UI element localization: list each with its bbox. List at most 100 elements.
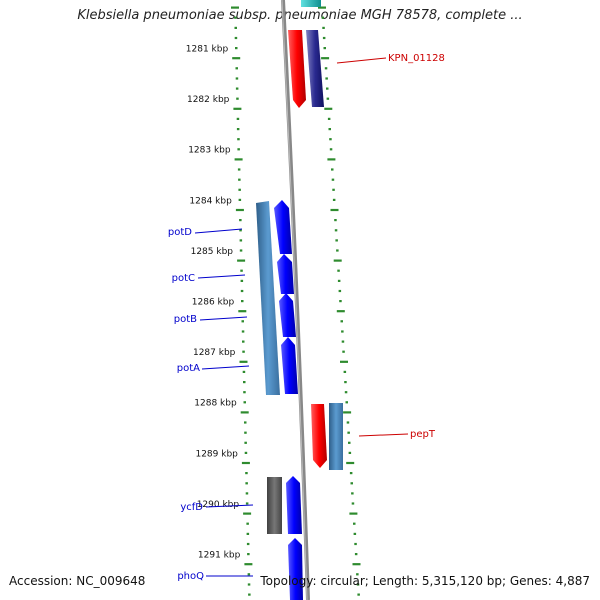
major-tick: [232, 57, 241, 60]
label-potC: potC: [172, 273, 195, 284]
accession-text: Accession: NC_009648: [9, 574, 146, 588]
minor-tick-dot: [345, 401, 348, 404]
major-tick: [349, 512, 358, 515]
minor-tick-dot: [346, 421, 350, 424]
minor-tick-dot: [246, 542, 250, 546]
major-tick: [243, 512, 252, 515]
major-tick: [340, 360, 348, 363]
leader-potD: [194, 228, 243, 234]
minor-tick-dot: [246, 532, 250, 535]
tick-label: 1288 kbp: [194, 399, 237, 409]
minor-tick-dot: [351, 502, 355, 505]
major-tick: [343, 411, 352, 414]
minor-tick-dot: [238, 188, 241, 191]
major-tick: [241, 461, 250, 465]
minor-tick-dot: [244, 441, 247, 444]
major-tick: [336, 310, 345, 313]
leader-potC: [197, 274, 246, 279]
minor-tick-dot: [347, 431, 350, 434]
minor-tick-dot: [241, 300, 244, 303]
minor-tick-dot: [234, 26, 237, 29]
major-tick: [321, 57, 330, 60]
minor-tick-dot: [237, 148, 240, 151]
minor-tick-dot: [235, 77, 239, 80]
minor-tick-dot: [353, 532, 357, 535]
major-tick: [239, 360, 248, 363]
minor-tick-dot: [237, 168, 241, 171]
minor-tick-dot: [338, 289, 342, 293]
label-pepT: pepT: [410, 429, 436, 440]
minor-tick-dot: [339, 300, 342, 303]
tick-column-right: [318, 6, 361, 596]
minor-tick-dot: [239, 249, 243, 252]
minor-tick-dot: [340, 320, 343, 323]
gene-steelblue-long: [256, 201, 280, 395]
tick-label: 1283 kbp: [188, 146, 231, 156]
minor-tick-dot: [344, 391, 348, 394]
major-tick: [318, 6, 326, 9]
minor-tick-dot: [234, 36, 238, 40]
minor-tick-dot: [328, 128, 331, 131]
minor-tick-dot: [329, 148, 333, 151]
minor-tick-dot: [331, 178, 335, 181]
minor-tick-dot: [237, 138, 240, 141]
gene-ycfD: [286, 476, 302, 534]
minor-tick-dot: [332, 188, 335, 191]
major-tick: [330, 208, 339, 212]
minor-tick-dot: [242, 350, 245, 353]
gene-potC: [277, 254, 294, 294]
minor-tick-dot: [245, 492, 249, 495]
minor-tick-dot: [235, 47, 238, 50]
minor-tick-dot: [329, 138, 332, 141]
minor-tick-dot: [240, 279, 244, 282]
leader-kpn: [336, 57, 387, 64]
minor-tick-dot: [236, 128, 240, 131]
minor-tick-dot: [240, 289, 244, 293]
major-tick: [233, 107, 242, 110]
minor-tick-dot: [337, 269, 340, 272]
major-tick: [235, 208, 244, 212]
minor-tick-dot: [326, 87, 329, 90]
leader-pepT: [358, 433, 409, 437]
tick-label: 1287 kbp: [193, 348, 236, 358]
gene-cyan-top: [301, 0, 321, 7]
tick-label: 1286 kbp: [192, 298, 235, 308]
minor-tick-dot: [344, 381, 347, 384]
minor-tick-dot: [343, 370, 347, 373]
minor-tick-dot: [235, 87, 239, 90]
gene-navy-top: [306, 30, 324, 107]
minor-tick-dot: [244, 451, 248, 454]
minor-tick-dot: [326, 97, 330, 100]
minor-tick-dot: [240, 269, 243, 272]
minor-tick-dot: [245, 482, 248, 485]
minor-tick-dot: [354, 553, 358, 556]
minor-tick-dot: [334, 229, 338, 232]
minor-tick-dot: [247, 583, 251, 586]
minor-tick-dot: [356, 573, 359, 576]
label-potD: potD: [168, 227, 192, 238]
major-tick: [231, 6, 239, 9]
minor-tick-dot: [244, 421, 247, 424]
minor-tick-dot: [322, 36, 326, 40]
minor-tick-dot: [239, 229, 242, 232]
major-tick: [333, 259, 342, 262]
minor-tick-dot: [348, 441, 351, 444]
tick-label: 1282 kbp: [187, 95, 230, 105]
label-ycfD: ycfD: [180, 502, 203, 513]
tick-label: 1284 kbp: [189, 196, 232, 206]
minor-tick-dot: [336, 249, 339, 252]
gene-pepT: [311, 404, 327, 468]
minor-tick-dot: [236, 97, 239, 100]
minor-tick-dot: [357, 593, 360, 596]
minor-tick-dot: [241, 320, 244, 323]
minor-tick-dot: [239, 219, 242, 222]
tick-label: 1290 kbp: [197, 500, 240, 510]
minor-tick-dot: [350, 482, 353, 485]
minor-tick-dot: [238, 178, 241, 181]
tick-label: 1289 kbp: [195, 449, 238, 459]
minor-tick-dot: [332, 198, 336, 201]
minor-tick-dot: [325, 77, 328, 80]
minor-tick-dot: [243, 381, 246, 384]
minor-tick-dot: [354, 542, 357, 546]
